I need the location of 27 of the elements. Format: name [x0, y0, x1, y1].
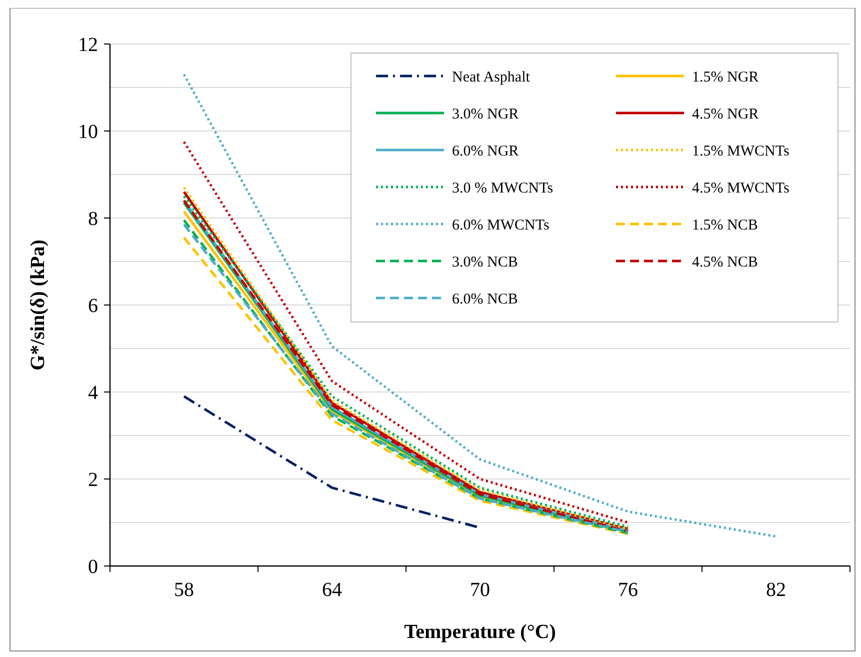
legend-label: 3.0% NCB — [452, 254, 518, 270]
legend-label: 3.0 % MWCNTs — [452, 180, 554, 196]
legend-label: 6.0% NGR — [452, 143, 519, 160]
x-tick-label: 70 — [470, 579, 490, 601]
legend-label: Neat Asphalt — [452, 69, 531, 86]
x-tick-label: 82 — [766, 579, 786, 601]
y-tick-label: 12 — [78, 34, 98, 56]
legend-label: 1.5% NCB — [692, 217, 758, 234]
legend-label: 6.0% MWCNTs — [452, 217, 550, 234]
x-tick-label: 76 — [618, 579, 638, 601]
legend-label: 4.5% MWCNTs — [692, 180, 790, 196]
x-tick-label: 64 — [322, 579, 342, 601]
y-tick-label: 10 — [78, 121, 98, 143]
y-tick-label: 4 — [88, 382, 98, 404]
y-tick-label: 2 — [88, 469, 98, 491]
legend-label: 1.5% NGR — [692, 69, 759, 86]
y-tick-label: 0 — [88, 556, 98, 578]
legend-label: 1.5% MWCNTs — [692, 143, 790, 160]
legend-label: 6.0% NCB — [452, 291, 518, 308]
y-tick-label: 8 — [88, 208, 98, 230]
legend-label: 4.5% NCB — [692, 254, 758, 270]
x-axis-title: Temperature (°C) — [404, 621, 556, 643]
legend-label: 3.0% NGR — [452, 106, 519, 122]
legend-label: 4.5% NGR — [692, 106, 759, 122]
y-tick-label: 6 — [88, 295, 98, 317]
y-axis-title: G*/sin(δ) (kPa) — [27, 240, 49, 370]
x-tick-label: 58 — [174, 579, 194, 601]
